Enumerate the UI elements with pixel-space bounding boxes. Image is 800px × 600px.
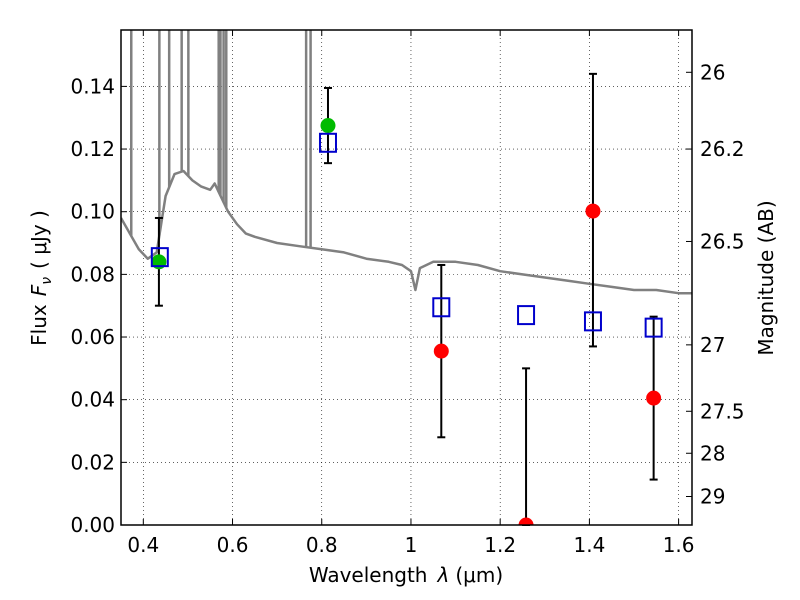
y2-axis-label: Magnitude (AB) <box>754 200 778 355</box>
y-tick-label: 0.08 <box>70 262 115 286</box>
data-point-circle <box>433 343 449 359</box>
y2-tick-label: 26 <box>700 60 725 84</box>
data-markers <box>150 118 663 525</box>
y2-tick-label: 27 <box>700 333 725 357</box>
error-bars <box>154 72 658 526</box>
data-point-square <box>644 317 663 338</box>
data-point-square <box>432 297 451 318</box>
x-tick-label: 0.8 <box>306 533 338 557</box>
y2-tick-label: 26.2 <box>700 137 745 161</box>
data-point-square <box>517 305 536 326</box>
y-axis-label-subscript: ν <box>39 277 55 285</box>
y-tick-label: 0.00 <box>70 513 115 537</box>
y-tick-label: 0.06 <box>70 325 115 349</box>
x-axis-label-unit: (μm) <box>455 563 503 587</box>
y-axis-label-text: Flux <box>27 304 51 346</box>
y-tick-label: 0.02 <box>70 450 115 474</box>
y2-tick-label: 27.5 <box>700 399 745 423</box>
data-point-circle <box>585 203 601 219</box>
y2-tick-label: 26.5 <box>700 229 745 253</box>
data-point-circle <box>320 118 336 134</box>
data-point-square <box>150 247 169 268</box>
x-axis-label-symbol: λ <box>437 563 450 587</box>
model-continuum <box>121 169 692 295</box>
y-tick-label: 0.12 <box>70 137 115 161</box>
y-axis-label-symbol: F <box>27 284 51 296</box>
x-tick-label: 1.2 <box>484 533 516 557</box>
model-sed-curve <box>121 30 692 295</box>
y2-tick-label: 28 <box>700 441 725 465</box>
plot-frame <box>120 29 693 526</box>
axis-ticks: 0.4 0.6 0.8 1 1.2 1.4 1.6 0.00 0.02 0.04 0.06 0.08 0… <box>70 30 745 557</box>
data-point-circle <box>518 517 534 525</box>
x-tick-label: 1.4 <box>573 533 605 557</box>
data-point-square <box>583 311 602 332</box>
x-axis-label-text: Wavelength <box>309 563 428 587</box>
y-tick-label: 0.04 <box>70 388 115 412</box>
data-point-square <box>318 132 337 153</box>
x-tick-label: 1 <box>405 533 418 557</box>
y2-tick-label: 29 <box>700 484 725 508</box>
y-tick-label: 0.10 <box>70 200 115 224</box>
y-tick-label: 0.14 <box>70 74 115 98</box>
y-axis-label-unit: ( μJy ) <box>27 210 51 269</box>
x-tick-label: 1.6 <box>663 533 695 557</box>
x-axis-label: Wavelength λ (μm) <box>309 563 503 587</box>
y-axis-label: Flux Fν ( μJy ) <box>27 210 55 346</box>
grid <box>121 30 692 526</box>
data-point-circle <box>646 390 662 406</box>
x-tick-label: 0.4 <box>127 533 159 557</box>
x-tick-label: 0.6 <box>217 533 249 557</box>
